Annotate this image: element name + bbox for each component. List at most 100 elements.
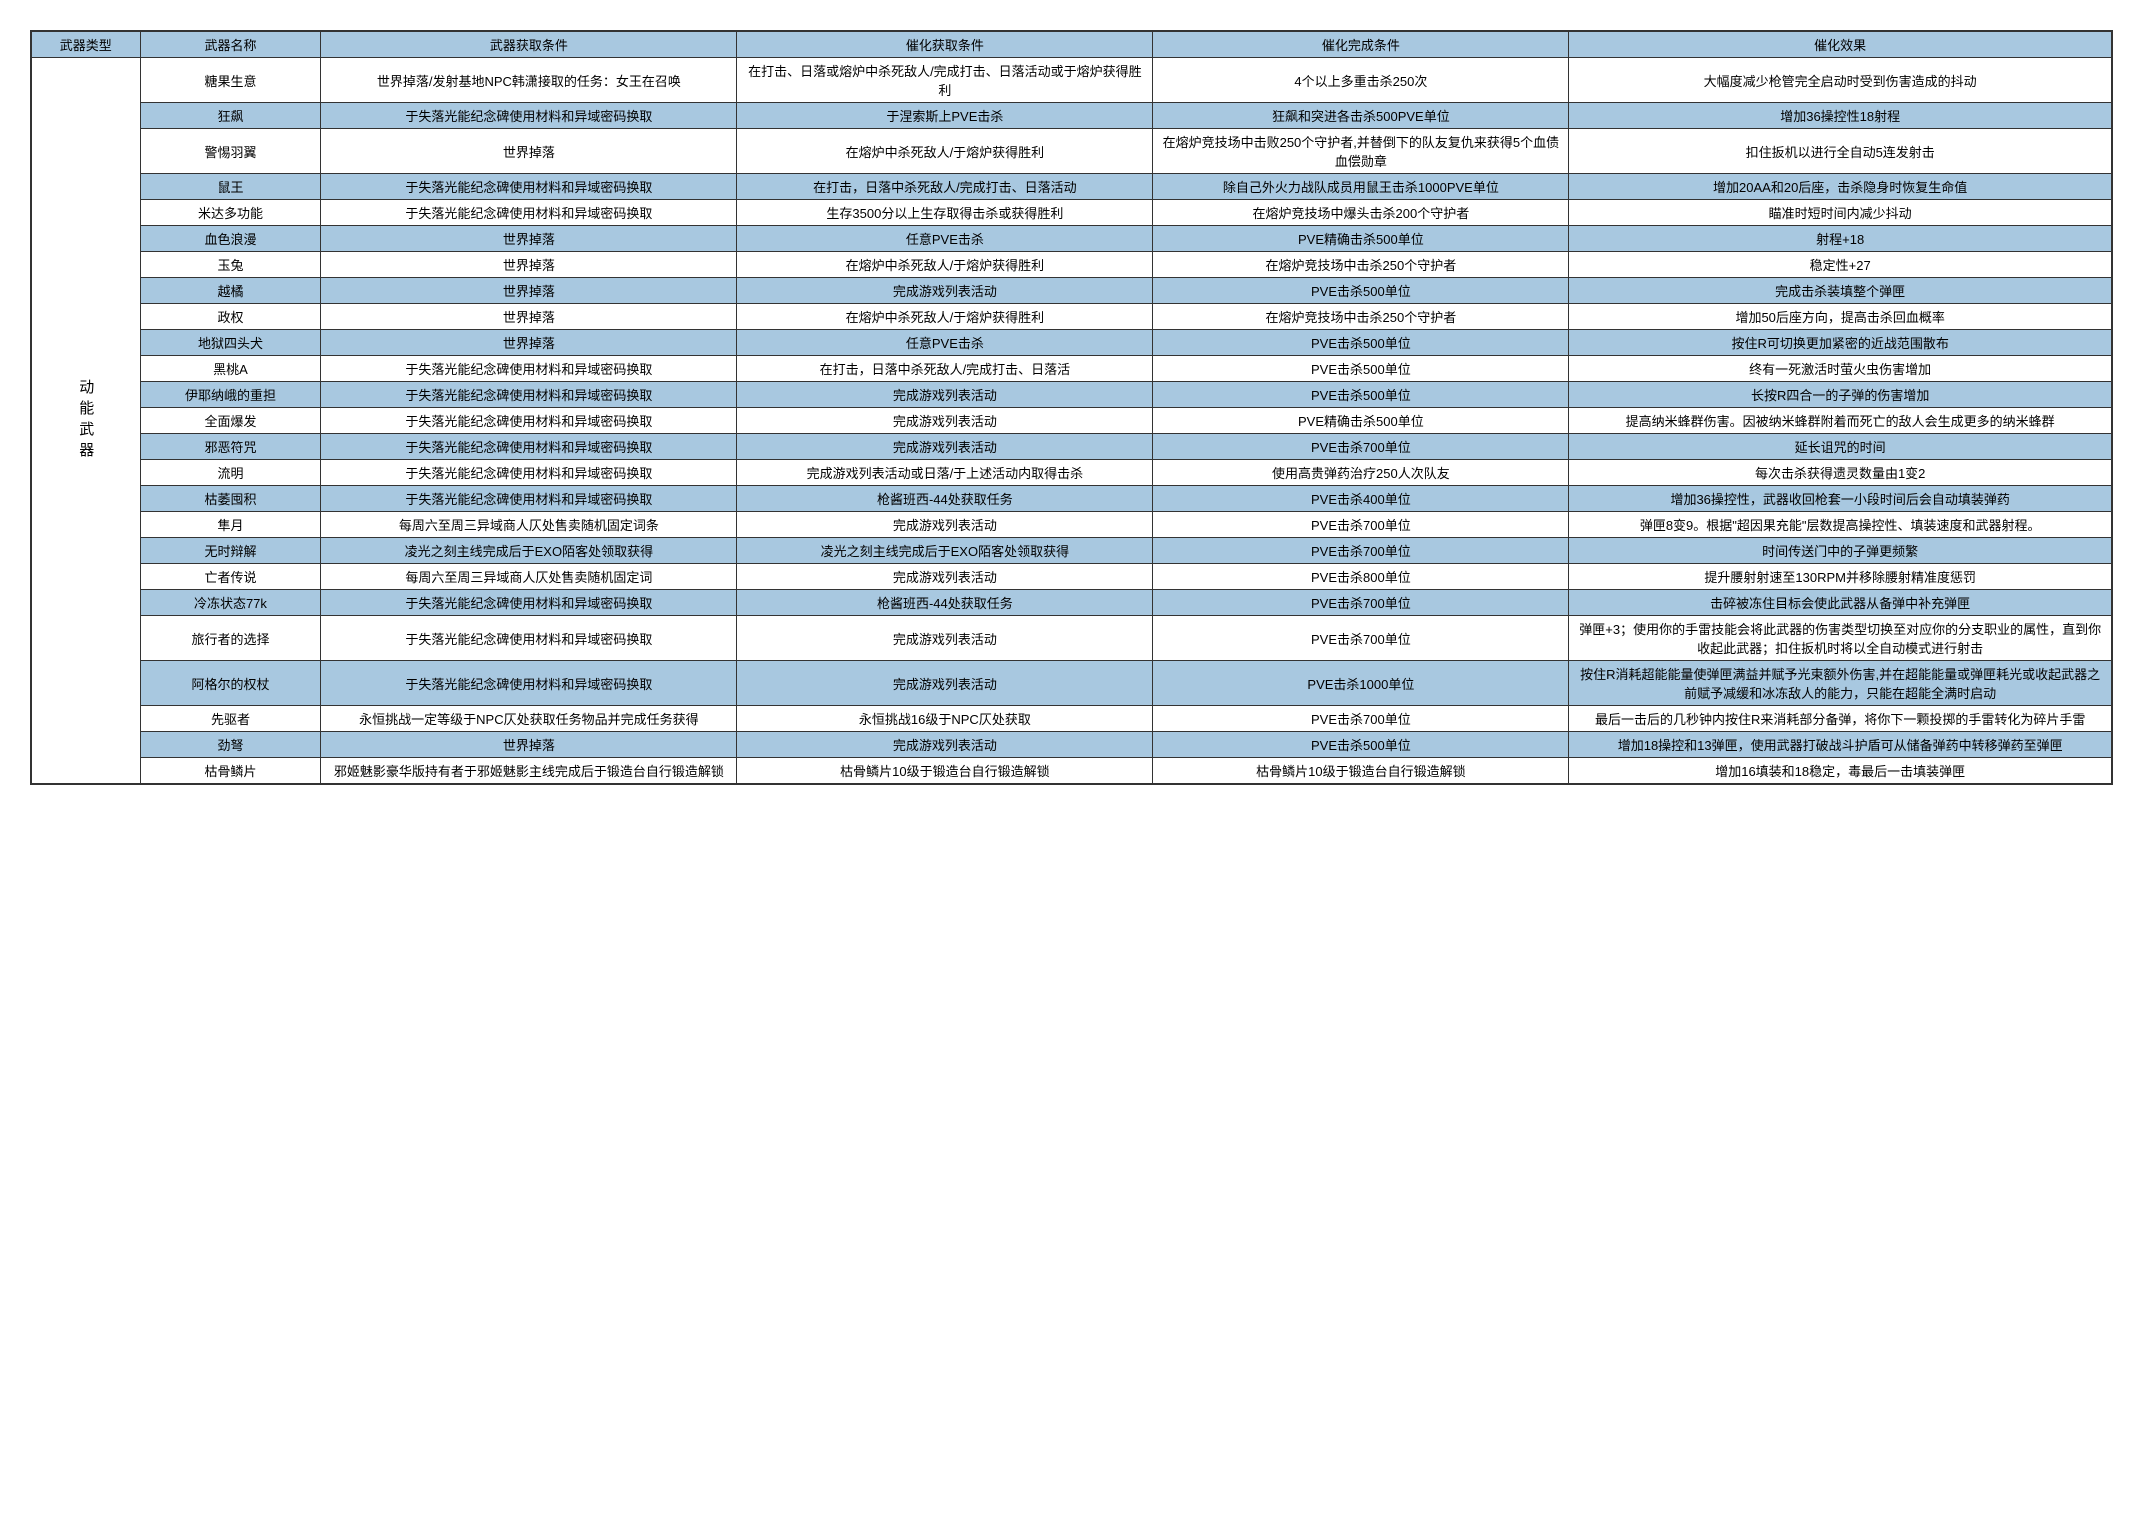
cell: 越橘 xyxy=(140,278,321,304)
cell: 鼠王 xyxy=(140,174,321,200)
header-row: 武器类型 武器名称 武器获取条件 催化获取条件 催化完成条件 催化效果 xyxy=(32,32,2112,58)
cell: 完成游戏列表活动 xyxy=(737,616,1153,661)
cell: PVE击杀700单位 xyxy=(1153,706,1569,732)
cell: 每周六至周三异域商人仄处售卖随机固定词 xyxy=(321,564,737,590)
cell: 延长诅咒的时间 xyxy=(1569,434,2112,460)
cell: 增加18操控和13弹匣，使用武器打破战斗护盾可从储备弹药中转移弹药至弹匣 xyxy=(1569,732,2112,758)
cell: 增加50后座方向，提高击杀回血概率 xyxy=(1569,304,2112,330)
table-row: 警惕羽翼世界掉落在熔炉中杀死敌人/于熔炉获得胜利在熔炉竞技场中击败250个守护者… xyxy=(32,129,2112,174)
weapon-table-wrap: 武器类型 武器名称 武器获取条件 催化获取条件 催化完成条件 催化效果 动能武器… xyxy=(30,30,2113,785)
cell: 扣住扳机以进行全自动5连发射击 xyxy=(1569,129,2112,174)
cell: 糖果生意 xyxy=(140,58,321,103)
cell: 血色浪漫 xyxy=(140,226,321,252)
cell: 狂飙 xyxy=(140,103,321,129)
cell: 在打击，日落中杀死敌人/完成打击、日落活 xyxy=(737,356,1153,382)
cell: 黑桃A xyxy=(140,356,321,382)
cell: 增加36操控性18射程 xyxy=(1569,103,2112,129)
cell: 于失落光能纪念碑使用材料和异域密码换取 xyxy=(321,590,737,616)
category-label: 动能武器 xyxy=(32,58,141,784)
cell: 邪恶符咒 xyxy=(140,434,321,460)
cell: 按住R可切换更加紧密的近战范围散布 xyxy=(1569,330,2112,356)
table-row: 隼月每周六至周三异域商人仄处售卖随机固定词条完成游戏列表活动PVE击杀700单位… xyxy=(32,512,2112,538)
col-name: 武器名称 xyxy=(140,32,321,58)
cell: 提升腰射射速至130RPM并移除腰射精准度惩罚 xyxy=(1569,564,2112,590)
cell: 在熔炉中杀死敌人/于熔炉获得胜利 xyxy=(737,129,1153,174)
cell: 弹匣+3；使用你的手雷技能会将此武器的伤害类型切换至对应你的分支职业的属性，直到… xyxy=(1569,616,2112,661)
table-row: 劲弩世界掉落完成游戏列表活动PVE击杀500单位增加18操控和13弹匣，使用武器… xyxy=(32,732,2112,758)
cell: 完成游戏列表活动 xyxy=(737,564,1153,590)
cell: 在熔炉中杀死敌人/于熔炉获得胜利 xyxy=(737,252,1153,278)
cell: 终有一死激活时萤火虫伤害增加 xyxy=(1569,356,2112,382)
cell: 政权 xyxy=(140,304,321,330)
cell: PVE击杀500单位 xyxy=(1153,732,1569,758)
cell: PVE击杀400单位 xyxy=(1153,486,1569,512)
cell: PVE击杀500单位 xyxy=(1153,382,1569,408)
cell: 凌光之刻主线完成后于EXO陌客处领取获得 xyxy=(321,538,737,564)
cell: PVE精确击杀500单位 xyxy=(1153,408,1569,434)
cell: 世界掉落 xyxy=(321,330,737,356)
col-acquire: 武器获取条件 xyxy=(321,32,737,58)
cell: PVE击杀800单位 xyxy=(1153,564,1569,590)
cell: 世界掉落 xyxy=(321,226,737,252)
cell: 于涅索斯上PVE击杀 xyxy=(737,103,1153,129)
cell: 在熔炉竞技场中爆头击杀200个守护者 xyxy=(1153,200,1569,226)
table-header: 武器类型 武器名称 武器获取条件 催化获取条件 催化完成条件 催化效果 xyxy=(32,32,2112,58)
cell: PVE击杀1000单位 xyxy=(1153,661,1569,706)
table-row: 地狱四头犬世界掉落任意PVE击杀PVE击杀500单位按住R可切换更加紧密的近战范… xyxy=(32,330,2112,356)
cell: 每次击杀获得遗灵数量由1变2 xyxy=(1569,460,2112,486)
cell: 世界掉落 xyxy=(321,732,737,758)
cell: 大幅度减少枪管完全启动时受到伤害造成的抖动 xyxy=(1569,58,2112,103)
cell: 邪姬魅影豪华版持有者于邪姬魅影主线完成后于锻造台自行锻造解锁 xyxy=(321,758,737,784)
table-row: 米达多功能于失落光能纪念碑使用材料和异域密码换取生存3500分以上生存取得击杀或… xyxy=(32,200,2112,226)
cell: 在打击，日落中杀死敌人/完成打击、日落活动 xyxy=(737,174,1153,200)
cell: PVE击杀700单位 xyxy=(1153,434,1569,460)
col-catalyst-effect: 催化效果 xyxy=(1569,32,2112,58)
cell: 完成游戏列表活动 xyxy=(737,661,1153,706)
cell: 枯萎囤积 xyxy=(140,486,321,512)
cell: 在熔炉竞技场中击杀250个守护者 xyxy=(1153,252,1569,278)
cell: 任意PVE击杀 xyxy=(737,226,1153,252)
cell: PVE击杀500单位 xyxy=(1153,330,1569,356)
cell: 于失落光能纪念碑使用材料和异域密码换取 xyxy=(321,356,737,382)
cell: PVE击杀700单位 xyxy=(1153,590,1569,616)
cell: PVE击杀500单位 xyxy=(1153,356,1569,382)
table-row: 枯骨鳞片邪姬魅影豪华版持有者于邪姬魅影主线完成后于锻造台自行锻造解锁枯骨鳞片10… xyxy=(32,758,2112,784)
cell: 完成游戏列表活动或日落/于上述活动内取得击杀 xyxy=(737,460,1153,486)
cell: 最后一击后的几秒钟内按住R来消耗部分备弹，将你下一颗投掷的手雷转化为碎片手雷 xyxy=(1569,706,2112,732)
cell: 世界掉落 xyxy=(321,252,737,278)
cell: 枯骨鳞片 xyxy=(140,758,321,784)
table-row: 鼠王于失落光能纪念碑使用材料和异域密码换取在打击，日落中杀死敌人/完成打击、日落… xyxy=(32,174,2112,200)
cell: 枯骨鳞片10级于锻造台自行锻造解锁 xyxy=(737,758,1153,784)
cell: 世界掉落 xyxy=(321,129,737,174)
cell: 冷冻状态77k xyxy=(140,590,321,616)
cell: 长按R四合一的子弹的伤害增加 xyxy=(1569,382,2112,408)
cell: 于失落光能纪念碑使用材料和异域密码换取 xyxy=(321,486,737,512)
cell: PVE击杀500单位 xyxy=(1153,278,1569,304)
cell: 在熔炉竞技场中击杀250个守护者 xyxy=(1153,304,1569,330)
cell: 旅行者的选择 xyxy=(140,616,321,661)
cell: 于失落光能纪念碑使用材料和异域密码换取 xyxy=(321,103,737,129)
cell: 于失落光能纪念碑使用材料和异域密码换取 xyxy=(321,382,737,408)
cell: 在打击、日落或熔炉中杀死敌人/完成打击、日落活动或于熔炉获得胜利 xyxy=(737,58,1153,103)
cell: 于失落光能纪念碑使用材料和异域密码换取 xyxy=(321,616,737,661)
cell: 凌光之刻主线完成后于EXO陌客处领取获得 xyxy=(737,538,1153,564)
cell: 增加20AA和20后座，击杀隐身时恢复生命值 xyxy=(1569,174,2112,200)
cell: 于失落光能纪念碑使用材料和异域密码换取 xyxy=(321,460,737,486)
cell: PVE精确击杀500单位 xyxy=(1153,226,1569,252)
cell: 除自己外火力战队成员用鼠王击杀1000PVE单位 xyxy=(1153,174,1569,200)
cell: 世界掉落/发射基地NPC韩潇接取的任务：女王在召唤 xyxy=(321,58,737,103)
cell: 于失落光能纪念碑使用材料和异域密码换取 xyxy=(321,408,737,434)
cell: 增加16填装和18稳定，毒最后一击填装弹匣 xyxy=(1569,758,2112,784)
table-row: 动能武器糖果生意世界掉落/发射基地NPC韩潇接取的任务：女王在召唤在打击、日落或… xyxy=(32,58,2112,103)
table-row: 邪恶符咒于失落光能纪念碑使用材料和异域密码换取完成游戏列表活动PVE击杀700单… xyxy=(32,434,2112,460)
table-row: 冷冻状态77k于失落光能纪念碑使用材料和异域密码换取枪酱班西-44处获取任务PV… xyxy=(32,590,2112,616)
cell: 先驱者 xyxy=(140,706,321,732)
cell: 世界掉落 xyxy=(321,304,737,330)
cell: 阿格尔的权杖 xyxy=(140,661,321,706)
table-row: 旅行者的选择于失落光能纪念碑使用材料和异域密码换取完成游戏列表活动PVE击杀70… xyxy=(32,616,2112,661)
table-row: 亡者传说每周六至周三异域商人仄处售卖随机固定词完成游戏列表活动PVE击杀800单… xyxy=(32,564,2112,590)
table-row: 全面爆发于失落光能纪念碑使用材料和异域密码换取完成游戏列表活动PVE精确击杀50… xyxy=(32,408,2112,434)
cell: 完成游戏列表活动 xyxy=(737,408,1153,434)
table-row: 阿格尔的权杖于失落光能纪念碑使用材料和异域密码换取完成游戏列表活动PVE击杀10… xyxy=(32,661,2112,706)
cell: 稳定性+27 xyxy=(1569,252,2112,278)
